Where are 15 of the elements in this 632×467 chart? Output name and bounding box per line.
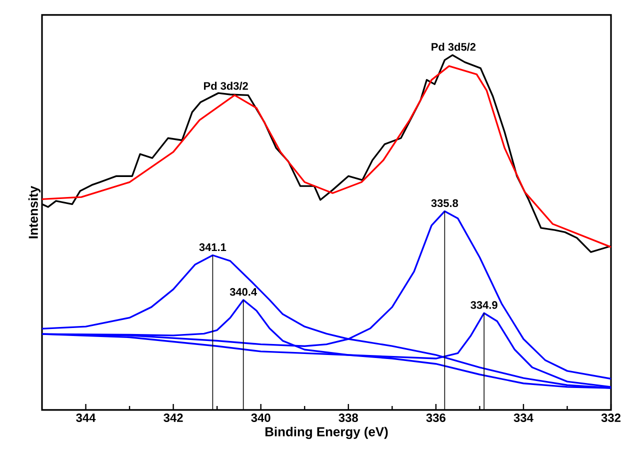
x-tick-label: 332 bbox=[601, 414, 620, 422]
x-tick-label: 342 bbox=[164, 414, 183, 422]
x-tick-label: 344 bbox=[76, 414, 96, 422]
x-tick-label: 336 bbox=[426, 414, 446, 422]
x-tick-label: 334 bbox=[514, 414, 534, 422]
x-tick-label: 340 bbox=[251, 414, 270, 422]
annotation: 340.4 bbox=[230, 288, 257, 296]
annotation: Pd 3d3/2 bbox=[204, 82, 248, 90]
x-tick-label: 338 bbox=[338, 414, 358, 422]
annotation: Pd 3d5/2 bbox=[432, 42, 476, 51]
annotation: 335.8 bbox=[431, 199, 458, 208]
annotation: 334.9 bbox=[470, 301, 498, 309]
x-axis-title: Binding Energy (eV) bbox=[265, 426, 388, 439]
y-axis-title: Intensity bbox=[28, 186, 40, 238]
annotation: 341.1 bbox=[199, 243, 226, 252]
